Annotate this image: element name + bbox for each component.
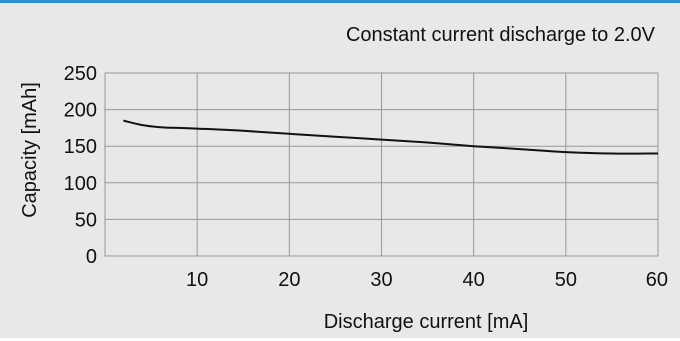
ticks: 0 50 100 150 200 250 10 20 30 40 50 60 xyxy=(64,63,668,291)
y-tick-label: 100 xyxy=(64,173,97,195)
y-axis-title: Capacity [mAh] xyxy=(19,82,41,218)
x-tick-label: 30 xyxy=(370,269,392,291)
y-tick-label: 150 xyxy=(64,136,97,158)
y-tick-label: 250 xyxy=(64,63,97,85)
x-tick-label: 10 xyxy=(186,269,208,291)
chart-title: Constant current discharge to 2.0V xyxy=(346,24,656,46)
y-tick-label: 50 xyxy=(75,209,97,231)
capacity-chart: 0 50 100 150 200 250 10 20 30 40 50 60 Constant cur… xyxy=(19,24,668,333)
series-line-0 xyxy=(123,119,659,155)
y-tick-label: 200 xyxy=(64,100,97,122)
y-tick-label: 0 xyxy=(86,246,97,268)
x-axis-title: Discharge current [mA] xyxy=(324,311,529,333)
x-tick-label: 40 xyxy=(463,269,485,291)
series-group xyxy=(123,119,659,155)
x-tick-label: 20 xyxy=(278,269,300,291)
x-tick-label: 60 xyxy=(646,269,668,291)
x-tick-label: 50 xyxy=(555,269,577,291)
grid xyxy=(104,72,659,257)
